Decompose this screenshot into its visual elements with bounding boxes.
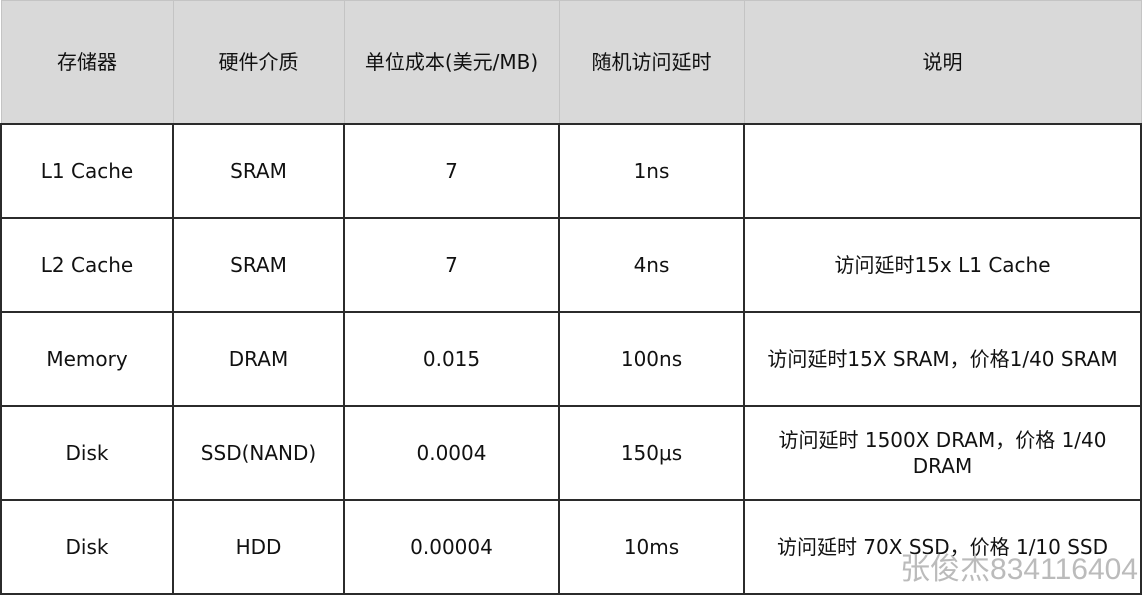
cell-medium: SRAM xyxy=(172,217,345,313)
cell-medium: SRAM xyxy=(172,123,345,219)
cell-storage: Disk xyxy=(0,499,174,595)
cell-description: 访问延时15x L1 Cache xyxy=(743,217,1142,313)
header-storage: 存储器 xyxy=(0,0,174,125)
cell-description: 访问延时 1500X DRAM，价格 1/40 DRAM xyxy=(743,405,1142,501)
watermark: 张俊杰834116404 xyxy=(900,553,1138,586)
cell-latency: 1ns xyxy=(558,123,745,219)
cell-latency: 4ns xyxy=(558,217,745,313)
cell-medium: HDD xyxy=(172,499,345,595)
cell-latency: 10ms xyxy=(558,499,745,595)
header-latency: 随机访问延时 xyxy=(558,0,745,125)
table-row: L1 Cache SRAM 7 1ns xyxy=(0,123,1142,219)
table-row: Memory DRAM 0.015 100ns 访问延时15X SRAM，价格1/40 … xyxy=(0,311,1142,407)
cell-storage: L1 Cache xyxy=(0,123,174,219)
header-medium: 硬件介质 xyxy=(172,0,345,125)
cell-unit-cost: 0.015 xyxy=(343,311,560,407)
header-description: 说明 xyxy=(743,0,1142,125)
cell-unit-cost: 7 xyxy=(343,123,560,219)
cell-storage: Memory xyxy=(0,311,174,407)
cell-latency: 100ns xyxy=(558,311,745,407)
cell-unit-cost: 0.0004 xyxy=(343,405,560,501)
header-unit-cost: 单位成本(美元/MB) xyxy=(343,0,560,125)
cell-medium: SSD(NAND) xyxy=(172,405,345,501)
cell-storage: L2 Cache xyxy=(0,217,174,313)
cell-latency: 150μs xyxy=(558,405,745,501)
table-row: L2 Cache SRAM 7 4ns 访问延时15x L1 Cache xyxy=(0,217,1142,313)
cell-description xyxy=(743,123,1142,219)
cell-unit-cost: 0.00004 xyxy=(343,499,560,595)
table-row: Disk SSD(NAND) 0.0004 150μs 访问延时 1500X DRAM，… xyxy=(0,405,1142,501)
cell-storage: Disk xyxy=(0,405,174,501)
cell-unit-cost: 7 xyxy=(343,217,560,313)
cell-medium: DRAM xyxy=(172,311,345,407)
header-row: 存储器 硬件介质 单位成本(美元/MB) 随机访问延时 说明 xyxy=(0,0,1142,125)
cell-description: 访问延时15X SRAM，价格1/40 SRAM xyxy=(743,311,1142,407)
